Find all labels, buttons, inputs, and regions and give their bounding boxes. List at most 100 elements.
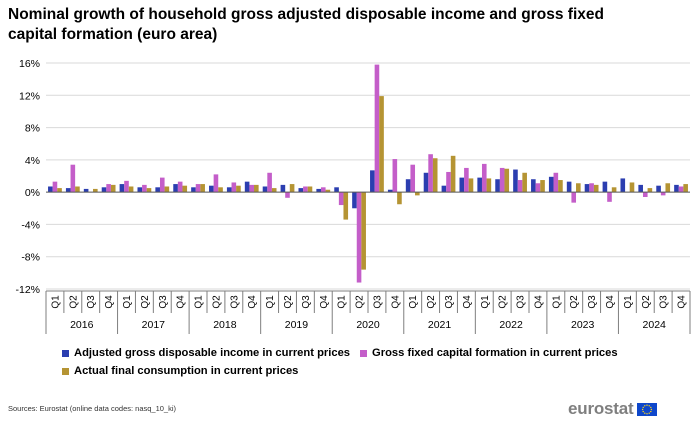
- bar-income: [674, 184, 679, 193]
- x-tick-label: Q3: [229, 295, 240, 309]
- y-tick-label: 16%: [19, 58, 40, 70]
- legend-label-income: Adjusted gross disposable income in curr…: [74, 347, 351, 359]
- y-tick-label: 4%: [25, 155, 40, 167]
- bar-gfcf: [553, 172, 559, 193]
- bar-gfcf: [356, 192, 362, 283]
- bar-gfcf: [195, 184, 201, 193]
- year-label: 2023: [571, 319, 595, 331]
- x-tick-label: Q4: [462, 295, 473, 309]
- bar-consumption: [325, 189, 331, 193]
- bar-consumption: [415, 192, 420, 196]
- x-tick-label: Q2: [569, 295, 580, 309]
- bar-gfcf: [177, 181, 183, 193]
- year-label: 2020: [356, 319, 380, 331]
- bar-income: [602, 181, 608, 193]
- bar-income: [531, 179, 536, 193]
- bar-consumption: [629, 182, 635, 193]
- x-tick-label: Q3: [444, 295, 455, 309]
- eurostat-logo: eurostat: [568, 399, 658, 419]
- bar-consumption: [647, 188, 653, 193]
- bar-consumption: [379, 96, 384, 193]
- x-tick-label: Q4: [677, 295, 688, 309]
- bar-gfcf: [535, 183, 541, 193]
- bar-income: [83, 188, 89, 193]
- year-label: 2016: [70, 319, 94, 331]
- bar-income: [280, 184, 286, 193]
- gridlines: [46, 62, 690, 290]
- x-tick-label: Q4: [390, 295, 401, 309]
- bar-gfcf: [124, 180, 129, 193]
- bar-income: [566, 181, 572, 193]
- legend-item-consumption: Actual final consumption in current pric…: [62, 365, 298, 377]
- source-note: Sources: Eurostat (online data codes: na…: [8, 404, 177, 413]
- bar-income: [119, 184, 125, 193]
- x-tick-label: Q3: [301, 295, 312, 309]
- x-tick-label: Q2: [426, 295, 437, 309]
- bar-consumption: [93, 188, 98, 193]
- bar-gfcf: [52, 181, 58, 193]
- bar-gfcf: [446, 171, 451, 193]
- bar-chart: -12%-8%-4%0%4%8%12%16% Q1 Q2 Q3 Q4 Q1 Q2 Q3 Q4 Q…: [15, 58, 691, 334]
- bar-income: [101, 187, 107, 193]
- bar-income: [656, 185, 661, 193]
- eu-flag-icon: [637, 402, 658, 416]
- x-tick-label: Q3: [587, 295, 598, 309]
- legend-swatch-gfcf: [360, 349, 368, 357]
- year-label: 2018: [213, 319, 237, 331]
- legend-swatch-income: [62, 349, 69, 357]
- bar-gfcf: [660, 192, 666, 196]
- bar-consumption: [271, 188, 277, 193]
- x-tick-label: Q1: [408, 295, 419, 309]
- x-tick-label: Q3: [372, 295, 383, 309]
- bar-gfcf: [142, 184, 147, 193]
- bar-consumption: [236, 185, 241, 193]
- x-tick-label: Q1: [194, 295, 205, 309]
- x-tick-label: Q4: [176, 295, 187, 309]
- legend-label-gfcf: Gross fixed capital formation in current…: [372, 347, 618, 359]
- y-tick-label: -8%: [21, 252, 40, 264]
- y-tick-label: 0%: [25, 187, 40, 199]
- x-tick-label: Q2: [498, 295, 509, 309]
- chart-title: Nominal growth of household gross adjust…: [8, 6, 604, 43]
- bar-income: [316, 188, 321, 193]
- bar-consumption: [343, 192, 349, 220]
- x-tick-label: Q1: [122, 295, 133, 309]
- bar-consumption: [397, 192, 402, 205]
- bar-income: [495, 179, 500, 193]
- bar-consumption: [593, 184, 599, 193]
- bar-income: [137, 187, 143, 193]
- bar-consumption: [128, 186, 134, 193]
- x-tick-label: Q1: [337, 295, 348, 309]
- bar-income: [226, 187, 232, 193]
- bar-income: [423, 172, 429, 193]
- x-tick-label: Q1: [623, 295, 634, 309]
- bar-consumption: [75, 186, 80, 193]
- bar-gfcf: [410, 164, 416, 193]
- bar-income: [334, 187, 339, 193]
- bar-consumption: [361, 192, 366, 270]
- bar-gfcf: [285, 192, 290, 198]
- bar-income: [405, 179, 411, 193]
- legend-label-consumption: Actual final consumption in current pric…: [74, 365, 299, 377]
- brand-name: eurostat: [568, 399, 634, 418]
- y-tick-label: -12%: [15, 284, 40, 296]
- bar-gfcf: [607, 192, 612, 202]
- bar-consumption: [254, 184, 259, 193]
- legend-swatch-consumption: [62, 367, 69, 375]
- bar-income: [513, 169, 518, 193]
- x-tick-label: Q4: [104, 295, 115, 309]
- year-label: 2021: [428, 319, 452, 331]
- bar-income: [209, 185, 214, 193]
- x-tick-label: Q2: [211, 295, 222, 309]
- y-tick-label: -4%: [21, 219, 40, 231]
- bar-consumption: [522, 172, 527, 193]
- bar-consumption: [307, 186, 313, 193]
- bar-gfcf: [464, 167, 469, 193]
- bar-gfcf: [499, 167, 505, 193]
- bar-income: [548, 176, 554, 193]
- x-tick-label: Q1: [480, 295, 491, 309]
- bar-income: [370, 170, 375, 193]
- bars: [48, 64, 688, 283]
- x-tick-label: Q2: [140, 295, 151, 309]
- bar-income: [65, 188, 71, 193]
